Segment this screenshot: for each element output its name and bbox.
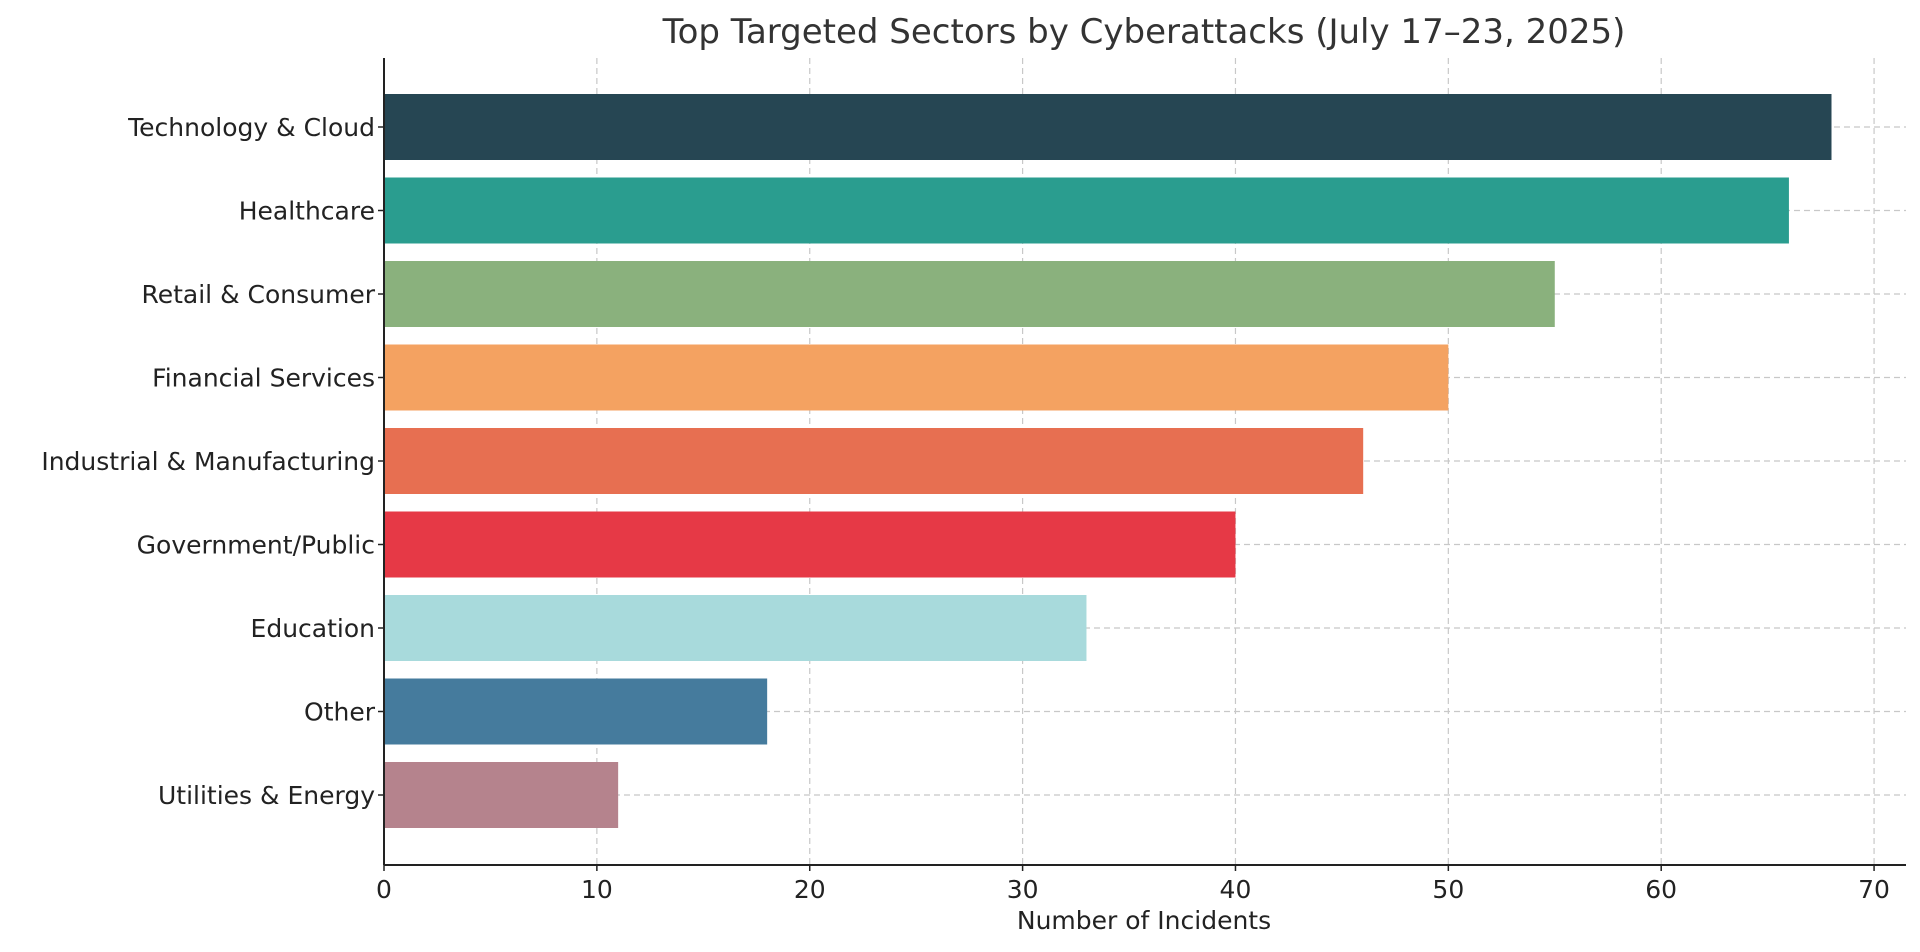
category-label: Other (304, 698, 376, 727)
category-label: Utilities & Energy (158, 781, 375, 810)
x-tick-label-70: 70 (1858, 875, 1890, 904)
bar-financial-services (384, 344, 1449, 411)
bar-education (384, 595, 1087, 661)
x-tick-label-20: 20 (794, 875, 826, 904)
axes-layer (378, 58, 1906, 871)
category-label: Technology & Cloud (127, 113, 375, 142)
category-label: Industrial & Manufacturing (41, 447, 375, 476)
bar-healthcare (384, 177, 1789, 244)
bar-industrial-manufacturing (384, 428, 1364, 494)
bar-technology-cloud (384, 94, 1832, 160)
bar-retail-consumer (384, 261, 1555, 327)
x-tick-label-30: 30 (1007, 875, 1039, 904)
category-label: Healthcare (239, 197, 375, 226)
x-tick-label-60: 60 (1645, 875, 1677, 904)
x-axis-title: Number of Incidents (1017, 906, 1271, 935)
bar-government-public (384, 511, 1236, 578)
category-label: Education (251, 614, 375, 643)
x-tick-label-40: 40 (1220, 875, 1252, 904)
bar-utilities-energy (384, 762, 619, 828)
x-tick-label-50: 50 (1432, 875, 1464, 904)
chart-title: Top Targeted Sectors by Cyberattacks (Ju… (662, 12, 1626, 52)
bars-layer (384, 94, 1832, 828)
labels-layer: Technology & Cloud Healthcare Retail & Con… (41, 113, 1890, 904)
category-label: Financial Services (152, 364, 375, 393)
category-label: Government/Public (137, 531, 375, 560)
bar-other (384, 678, 768, 745)
x-tick-label-0: 0 (376, 875, 392, 904)
x-tick-label-10: 10 (581, 875, 613, 904)
category-label: Retail & Consumer (141, 280, 375, 309)
